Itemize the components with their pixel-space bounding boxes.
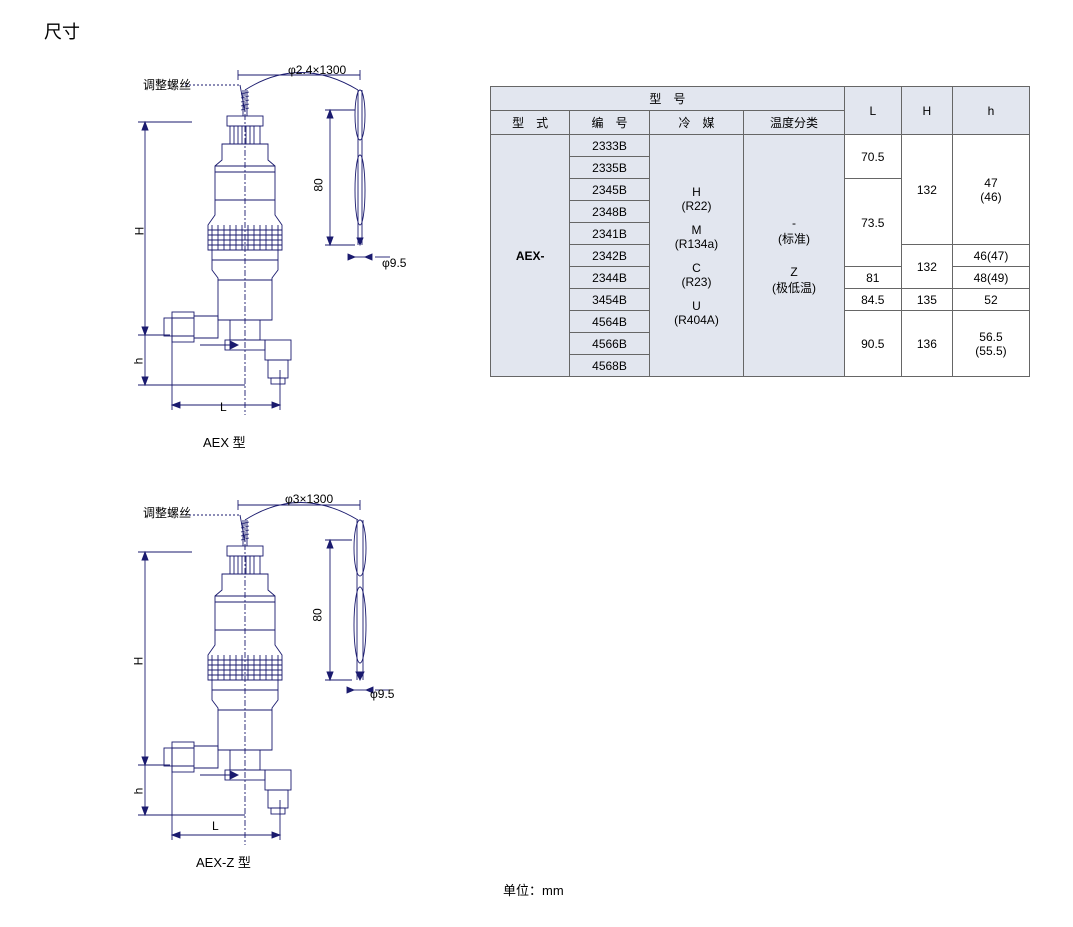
td-num-4: 2341B: [570, 223, 649, 245]
phi-top-1: φ2.4×1300: [288, 63, 346, 77]
th-refrigerant: 冷 媒: [649, 111, 744, 135]
diagram-label-2: AEX-Z 型: [196, 852, 251, 871]
td-refrigerant: H (R22) M (R134a) C (R23) U (R404A): [649, 135, 744, 377]
page-title: 尺寸: [44, 18, 80, 44]
td-num-0: 2333B: [570, 135, 649, 157]
dim-H-1: H: [132, 227, 146, 236]
td-L-5: 90.5: [844, 311, 901, 377]
phi-side-1: φ9.5: [382, 256, 406, 270]
dim-80-1: 80: [312, 178, 326, 191]
td-model: AEX-: [491, 135, 570, 377]
td-H-3: 135: [901, 289, 952, 311]
th-temp: 温度分类: [744, 111, 844, 135]
diagram-aex-z: [130, 490, 410, 870]
td-h-5: 56.5 (55.5): [952, 311, 1029, 377]
td-L-2: 73.5: [844, 179, 901, 267]
screw-label-2: 调整螺丝: [143, 504, 191, 521]
th-H: H: [901, 87, 952, 135]
td-H-1: 132: [901, 135, 952, 245]
th-model-group: 型 号: [491, 87, 845, 111]
screw-label-1: 调整螺丝: [143, 76, 191, 93]
dim-h-2: h: [131, 788, 145, 795]
th-type: 型 式: [491, 111, 570, 135]
td-num-6: 2344B: [570, 267, 649, 289]
td-num-5: 2342B: [570, 245, 649, 267]
phi-top-2: φ3×1300: [285, 492, 333, 506]
th-number: 编 号: [570, 111, 649, 135]
td-num-1: 2335B: [570, 157, 649, 179]
td-h-1: 47 (46): [952, 135, 1029, 245]
unit-label: 单位：mm: [503, 880, 564, 899]
dim-h-1: h: [131, 358, 145, 365]
td-num-3: 2348B: [570, 201, 649, 223]
diagram-label-1: AEX 型: [203, 432, 246, 451]
dim-L-1: L: [220, 400, 227, 414]
td-H-4: 136: [901, 311, 952, 377]
td-L-3: 81: [844, 267, 901, 289]
td-L-1: 70.5: [844, 135, 901, 179]
td-num-9: 4566B: [570, 333, 649, 355]
td-h-2: 46(47): [952, 245, 1029, 267]
dim-H-2: H: [131, 657, 145, 666]
td-h-4: 52: [952, 289, 1029, 311]
td-H-1b: 132: [901, 245, 952, 289]
td-L-4: 84.5: [844, 289, 901, 311]
dim-L-2: L: [212, 819, 219, 833]
td-h-3: 48(49): [952, 267, 1029, 289]
td-num-7: 3454B: [570, 289, 649, 311]
th-h: h: [952, 87, 1029, 135]
th-L: L: [844, 87, 901, 135]
diagram-aex: [130, 60, 410, 440]
td-temp-class: - (标准) Z (极低温): [744, 135, 844, 377]
td-num-8: 4564B: [570, 311, 649, 333]
dimensions-table: 型 号 L H h 型 式 编 号 冷 媒 温度分类 AEX- 2333B H …: [490, 86, 1030, 377]
td-num-10: 4568B: [570, 355, 649, 377]
phi-side-2: φ9.5: [370, 687, 394, 701]
dim-80-2: 80: [311, 608, 325, 621]
td-num-2: 2345B: [570, 179, 649, 201]
